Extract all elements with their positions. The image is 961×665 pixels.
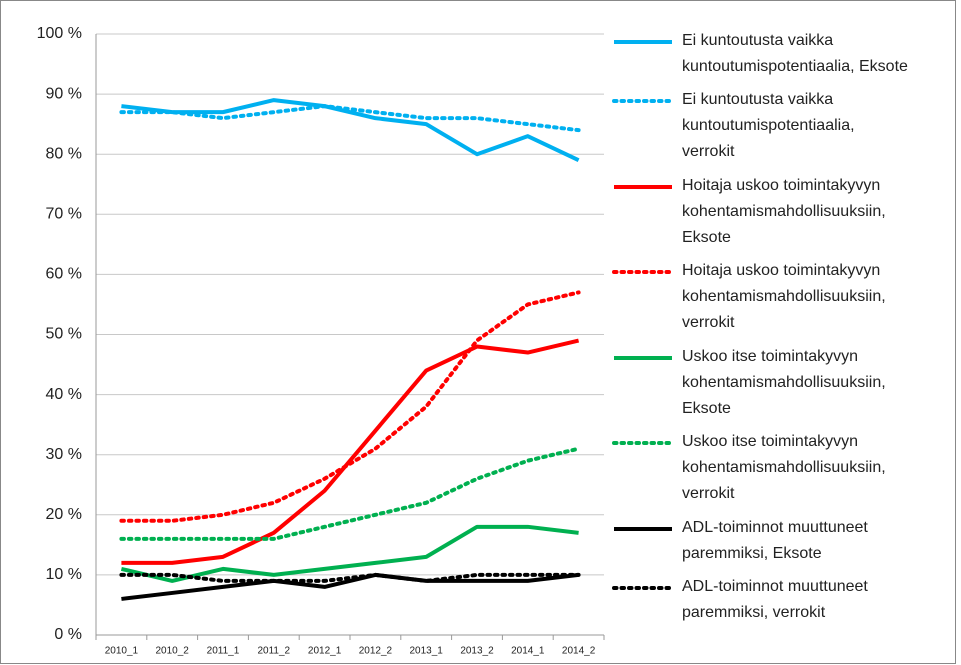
legend-swatch	[612, 99, 674, 104]
legend-label: Ei kuntoutusta vaikka kuntoutumispotenti…	[682, 91, 855, 161]
legend-entry: ADL-toiminnot muuttuneet paremmiksi, Eks…	[612, 515, 942, 567]
x-tick-label: 2012_1	[308, 646, 342, 657]
legend-swatch	[612, 441, 674, 446]
x-tick-label: 2012_2	[359, 646, 393, 657]
legend-swatch	[614, 184, 672, 189]
y-tick-label: 60 %	[46, 266, 82, 283]
legend-label: Uskoo itse toimintakyvyn kohentamismahdo…	[682, 347, 886, 417]
legend-entry: Hoitaja uskoo toimintakyvyn kohentamisma…	[612, 173, 942, 251]
x-tick-label: 2013_1	[410, 646, 444, 657]
x-tick-label: 2013_2	[460, 646, 494, 657]
legend-label: Hoitaja uskoo toimintakyvyn kohentamisma…	[682, 176, 886, 246]
legend-entry: Ei kuntoutusta vaikka kuntoutumispotenti…	[612, 28, 942, 80]
legend-entry: Uskoo itse toimintakyvyn kohentamismahdo…	[612, 344, 942, 422]
y-tick-label: 10 %	[46, 566, 82, 583]
series-line	[121, 338, 580, 565]
series-line	[120, 524, 579, 583]
y-tick-label: 80 %	[46, 145, 82, 162]
series-line	[119, 446, 581, 541]
series-line	[121, 572, 579, 601]
x-tick-label: 2014_1	[511, 646, 545, 657]
legend-swatch	[614, 526, 672, 531]
legend-entry: Ei kuntoutusta vaikka kuntoutumispotenti…	[612, 87, 942, 165]
legend-entry: ADL-toiminnot muuttuneet paremmiksi, ver…	[612, 574, 942, 626]
y-tick-label: 70 %	[46, 206, 82, 223]
legend-entry: Hoitaja uskoo toimintakyvyn kohentamisma…	[612, 258, 942, 336]
legend-swatch	[614, 355, 672, 360]
y-tick-label: 40 %	[46, 386, 82, 403]
series-line	[119, 104, 581, 133]
series-line	[119, 290, 581, 523]
legend-entry: Uskoo itse toimintakyvyn kohentamismahdo…	[612, 429, 942, 507]
legend-swatch	[612, 585, 674, 590]
legend-label: Ei kuntoutusta vaikka kuntoutumispotenti…	[682, 32, 908, 75]
x-tick-label: 2011_1	[207, 646, 240, 657]
y-tick-label: 100 %	[37, 25, 82, 42]
x-tick-label: 2011_2	[257, 646, 290, 657]
legend-swatch	[612, 270, 674, 275]
series-line	[121, 98, 580, 163]
legend-label: Hoitaja uskoo toimintakyvyn kohentamisma…	[682, 262, 886, 332]
legend-label: ADL-toiminnot muuttuneet paremmiksi, ver…	[682, 577, 868, 621]
legend-swatch	[614, 40, 672, 44]
y-tick-label: 30 %	[46, 446, 82, 463]
y-tick-label: 50 %	[46, 326, 82, 343]
legend-label: ADL-toiminnot muuttuneet paremmiksi, Eks…	[682, 518, 868, 562]
x-tick-label: 2010_1	[105, 646, 139, 657]
x-tick-label: 2014_2	[562, 646, 596, 657]
series-line	[119, 572, 581, 583]
legend-label: Uskoo itse toimintakyvyn kohentamismahdo…	[682, 433, 886, 503]
y-tick-label: 90 %	[46, 85, 82, 102]
x-tick-label: 2010_2	[156, 646, 190, 657]
legend: Ei kuntoutusta vaikka kuntoutumispotenti…	[612, 28, 942, 626]
y-tick-label: 0 %	[54, 626, 82, 643]
y-tick-label: 20 %	[46, 506, 82, 523]
